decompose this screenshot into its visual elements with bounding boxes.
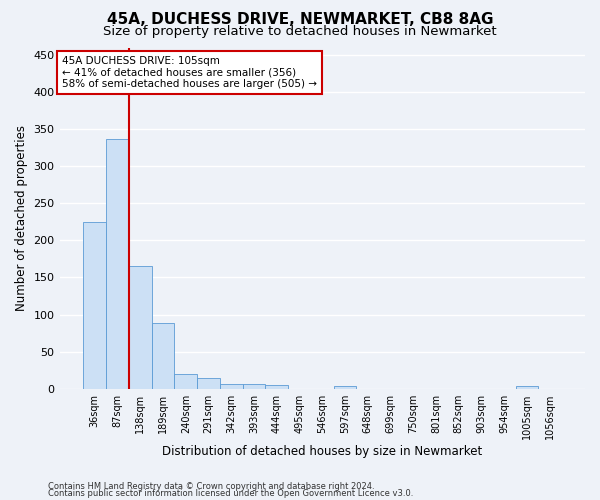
Text: Contains HM Land Registry data © Crown copyright and database right 2024.: Contains HM Land Registry data © Crown c… bbox=[48, 482, 374, 491]
Bar bbox=[83, 222, 106, 388]
Bar bbox=[515, 386, 538, 388]
Bar bbox=[175, 374, 197, 388]
Bar bbox=[106, 140, 129, 388]
Bar bbox=[334, 386, 356, 388]
Bar bbox=[197, 378, 220, 388]
Text: 45A DUCHESS DRIVE: 105sqm
← 41% of detached houses are smaller (356)
58% of semi: 45A DUCHESS DRIVE: 105sqm ← 41% of detac… bbox=[62, 56, 317, 89]
Bar bbox=[242, 384, 265, 388]
Bar bbox=[220, 384, 242, 388]
X-axis label: Distribution of detached houses by size in Newmarket: Distribution of detached houses by size … bbox=[162, 444, 482, 458]
Text: Size of property relative to detached houses in Newmarket: Size of property relative to detached ho… bbox=[103, 25, 497, 38]
Text: 45A, DUCHESS DRIVE, NEWMARKET, CB8 8AG: 45A, DUCHESS DRIVE, NEWMARKET, CB8 8AG bbox=[107, 12, 493, 28]
Bar bbox=[152, 324, 175, 388]
Bar bbox=[129, 266, 152, 388]
Bar bbox=[265, 385, 288, 388]
Y-axis label: Number of detached properties: Number of detached properties bbox=[15, 125, 28, 311]
Text: Contains public sector information licensed under the Open Government Licence v3: Contains public sector information licen… bbox=[48, 490, 413, 498]
